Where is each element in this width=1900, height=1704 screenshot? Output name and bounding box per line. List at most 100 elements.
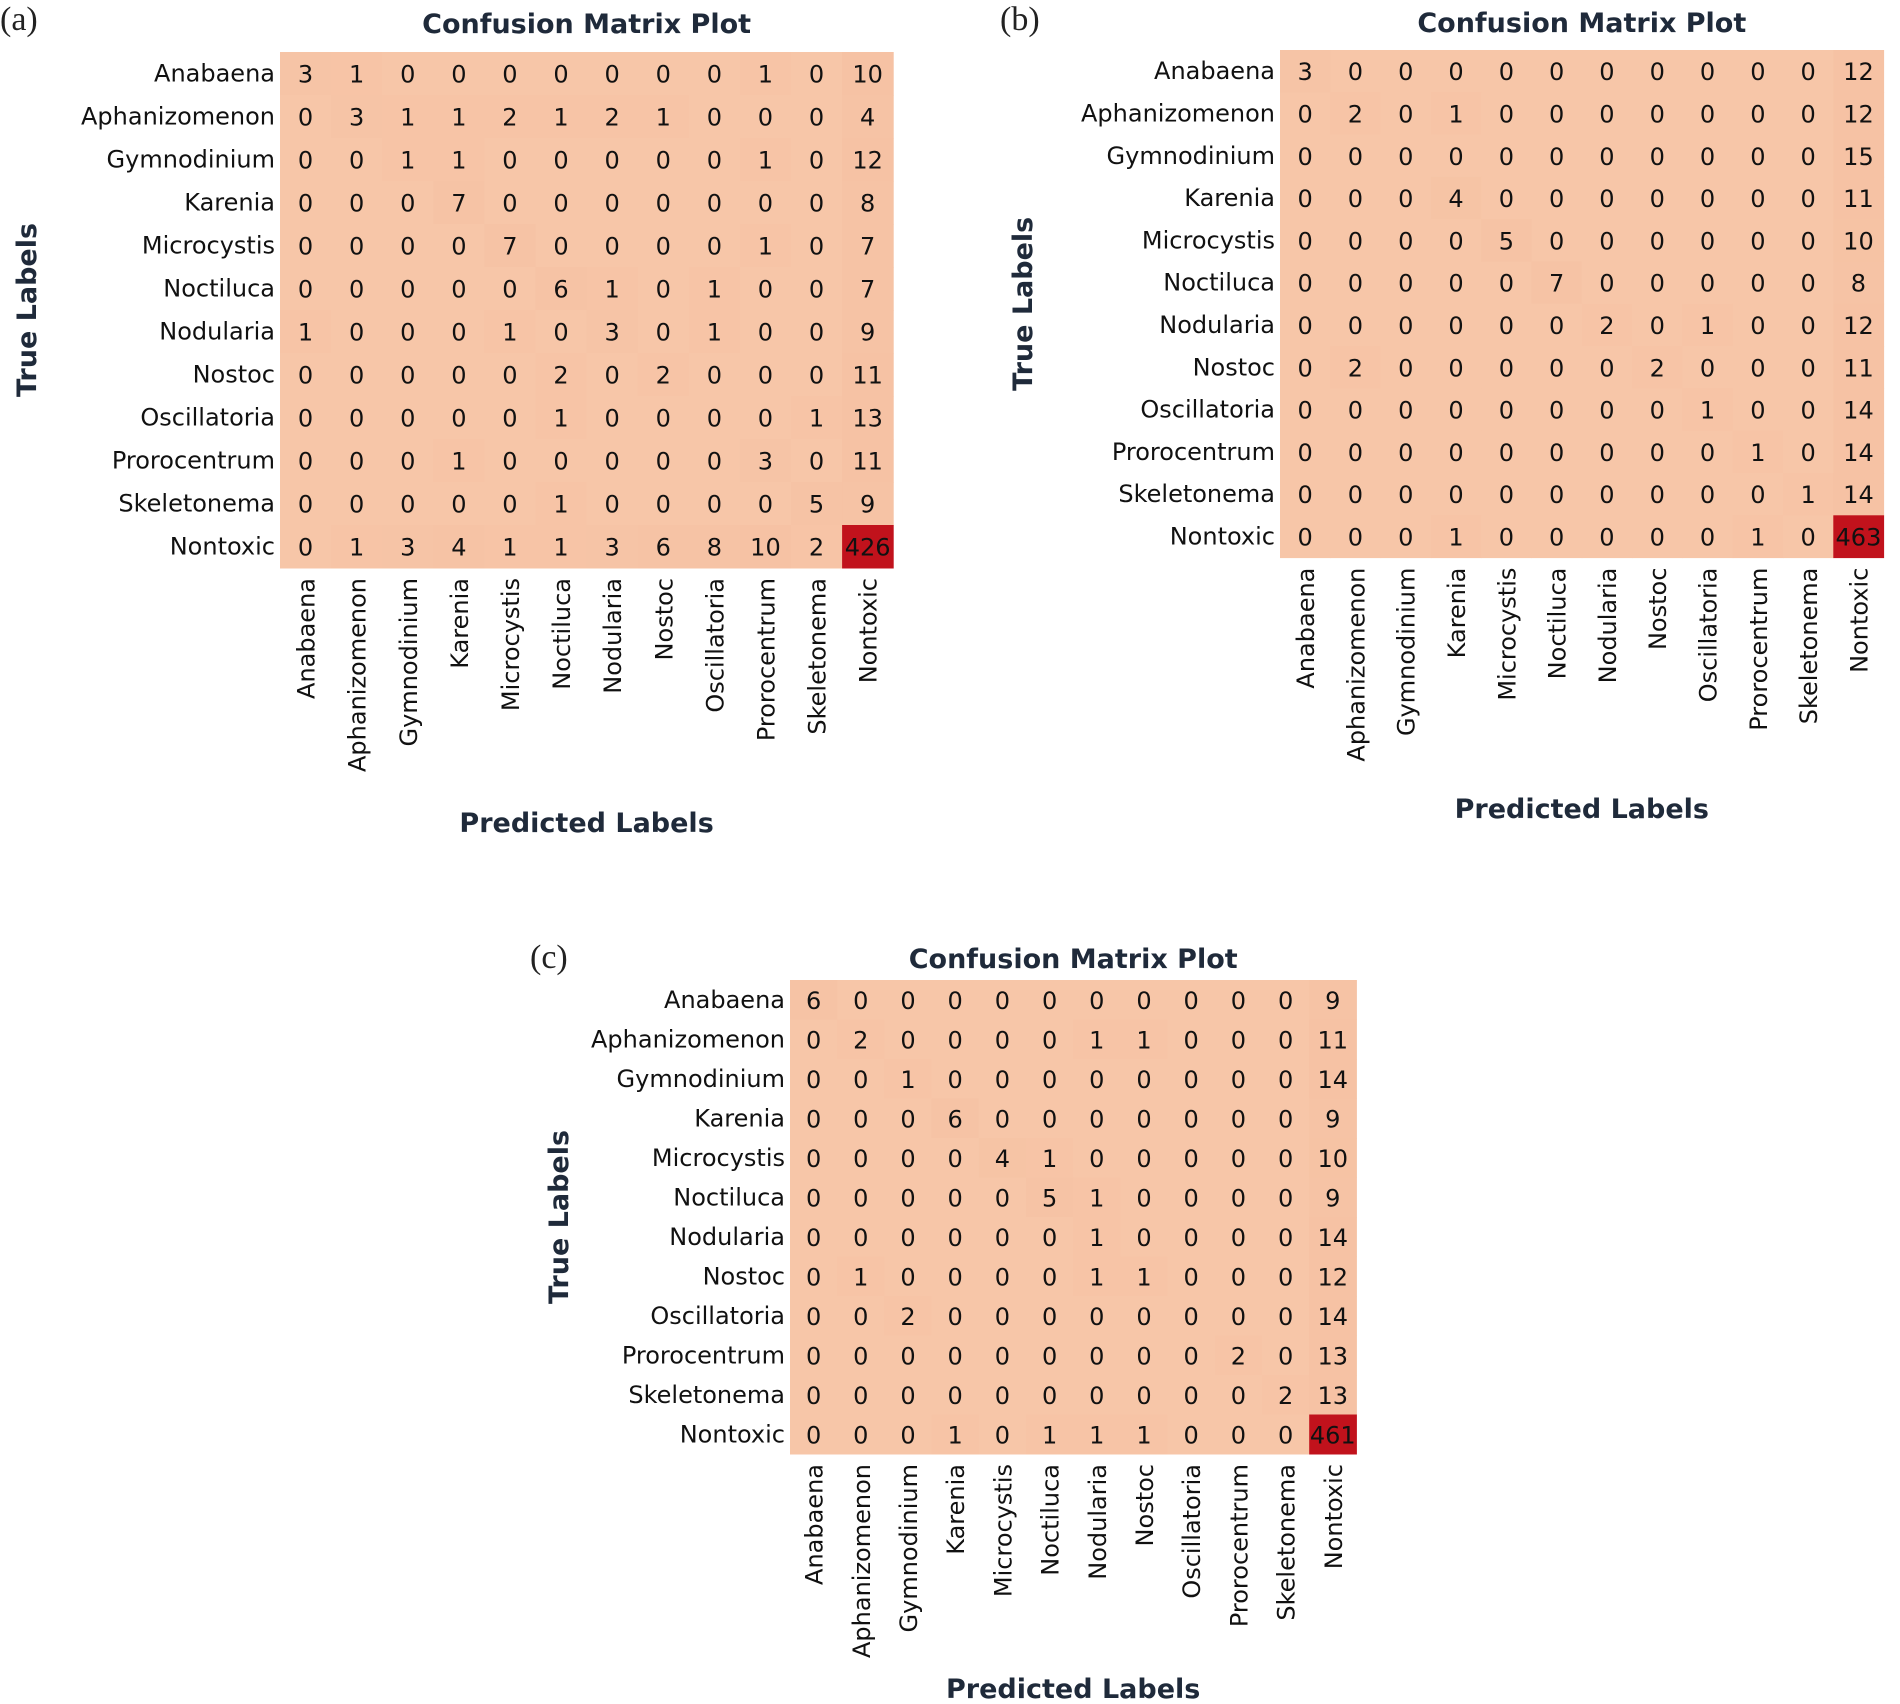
cell-value: 0 (400, 61, 415, 89)
y-tick-label: Gymnodinium (1107, 142, 1275, 170)
matrix-cell (1833, 261, 1885, 305)
matrix-cell (382, 353, 434, 397)
matrix-cell (637, 396, 690, 440)
x-tick-label: Karenia (1443, 568, 1471, 659)
matrix-cell (884, 1217, 933, 1257)
cell-value: 0 (656, 233, 671, 261)
cell-value: 0 (1448, 58, 1463, 86)
matrix-cell (931, 1098, 980, 1139)
matrix-cell (1026, 1296, 1074, 1336)
matrix-cell (535, 525, 588, 569)
matrix-cell (1632, 346, 1683, 389)
matrix-cell (884, 1138, 933, 1178)
matrix-cell (1531, 92, 1583, 136)
cell-value: 0 (1184, 1184, 1199, 1212)
matrix-cell (1430, 50, 1482, 93)
cell-value: 0 (400, 319, 415, 347)
cell-value: 0 (1750, 58, 1765, 86)
matrix-cell (1732, 219, 1784, 262)
matrix-cell (535, 396, 588, 440)
cell-value: 0 (809, 276, 824, 304)
cell-value: 0 (605, 448, 620, 476)
matrix-cell (978, 1138, 1027, 1178)
matrix-cell (1214, 1019, 1263, 1060)
cell-value: 0 (1184, 1303, 1199, 1331)
cell-value: 2 (1231, 1342, 1246, 1370)
y-tick-label: Prorocentrum (112, 447, 275, 475)
matrix-cell (688, 525, 741, 569)
cell-value: 0 (349, 491, 364, 519)
cell-value: 0 (451, 61, 466, 89)
matrix-cell (1783, 515, 1834, 559)
matrix-cell (931, 1059, 980, 1099)
y-tick-label: Gymnodinium (617, 1065, 785, 1093)
cell-value: 0 (553, 147, 568, 175)
matrix-cell (1783, 50, 1834, 93)
cell-value: 0 (1398, 227, 1413, 255)
cell-value: 1 (553, 534, 568, 562)
cell-value: 0 (451, 276, 466, 304)
cell-value: 0 (707, 448, 722, 476)
cell-value: 0 (1750, 227, 1765, 255)
matrix-cell (884, 1256, 933, 1297)
cell-value: 0 (1136, 1066, 1151, 1094)
cell-value: 0 (707, 147, 722, 175)
cell-value: 4 (1448, 185, 1463, 213)
cell-value: 0 (1184, 1263, 1199, 1291)
cell-value: 9 (860, 319, 875, 347)
cell-value: 0 (1184, 1382, 1199, 1410)
matrix-cell (1120, 1138, 1169, 1178)
x-tick-label: Gymnodinium (1393, 568, 1421, 736)
cell-value: 0 (995, 1263, 1010, 1291)
matrix-cell (978, 1414, 1027, 1455)
cell-value: 1 (553, 405, 568, 433)
matrix-cell (931, 1217, 980, 1257)
cell-value: 0 (853, 1105, 868, 1133)
cell-value: 0 (758, 319, 773, 347)
cell-value: 4 (995, 1145, 1010, 1173)
matrix-cell (1632, 473, 1683, 516)
matrix-cell (978, 1256, 1027, 1297)
matrix-cell (688, 138, 741, 182)
x-tick-label: Aphanizomenon (848, 1464, 876, 1658)
cell-value: 0 (1348, 312, 1363, 340)
cell-value: 0 (1042, 1263, 1057, 1291)
matrix-cell (484, 267, 536, 311)
cell-value: 0 (1184, 987, 1199, 1015)
cell-value: 7 (451, 190, 466, 218)
cell-value: 0 (400, 448, 415, 476)
y-tick-label: Microcystis (652, 1144, 785, 1172)
y-tick-label: Nodularia (1159, 311, 1275, 339)
matrix-cell (535, 310, 588, 354)
matrix-cell (1632, 430, 1683, 474)
matrix-cell (978, 1335, 1027, 1376)
cell-value: 0 (1184, 1145, 1199, 1173)
y-axis-label: True Labels (12, 223, 43, 397)
matrix-cell (1430, 92, 1482, 136)
cell-value: 1 (656, 104, 671, 132)
cell-value: 0 (758, 405, 773, 433)
matrix-cell (637, 95, 690, 139)
matrix-cell (535, 439, 588, 483)
cell-value: 0 (900, 1026, 915, 1054)
x-tick-label: Nostoc (1131, 1464, 1159, 1546)
x-tick-label: Oscillatoria (701, 578, 729, 713)
cell-value: 0 (1700, 354, 1715, 382)
cell-value: 11 (852, 362, 883, 390)
cell-value: 0 (1650, 185, 1665, 213)
matrix-cell (1783, 303, 1834, 347)
cell-value: 0 (853, 1224, 868, 1252)
matrix-cell (1833, 346, 1885, 389)
cell-value: 11 (852, 448, 883, 476)
cell-value: 0 (298, 147, 313, 175)
matrix-cell (791, 396, 843, 440)
matrix-cell (1167, 1217, 1216, 1257)
matrix-cell (1214, 1375, 1263, 1415)
cell-value: 1 (1089, 1263, 1104, 1291)
cell-value: 1 (1089, 1026, 1104, 1054)
cell-value: 0 (758, 104, 773, 132)
cell-value: 0 (349, 319, 364, 347)
matrix-cell (1481, 261, 1532, 305)
cell-value: 0 (1650, 143, 1665, 171)
matrix-cell (1682, 176, 1734, 220)
